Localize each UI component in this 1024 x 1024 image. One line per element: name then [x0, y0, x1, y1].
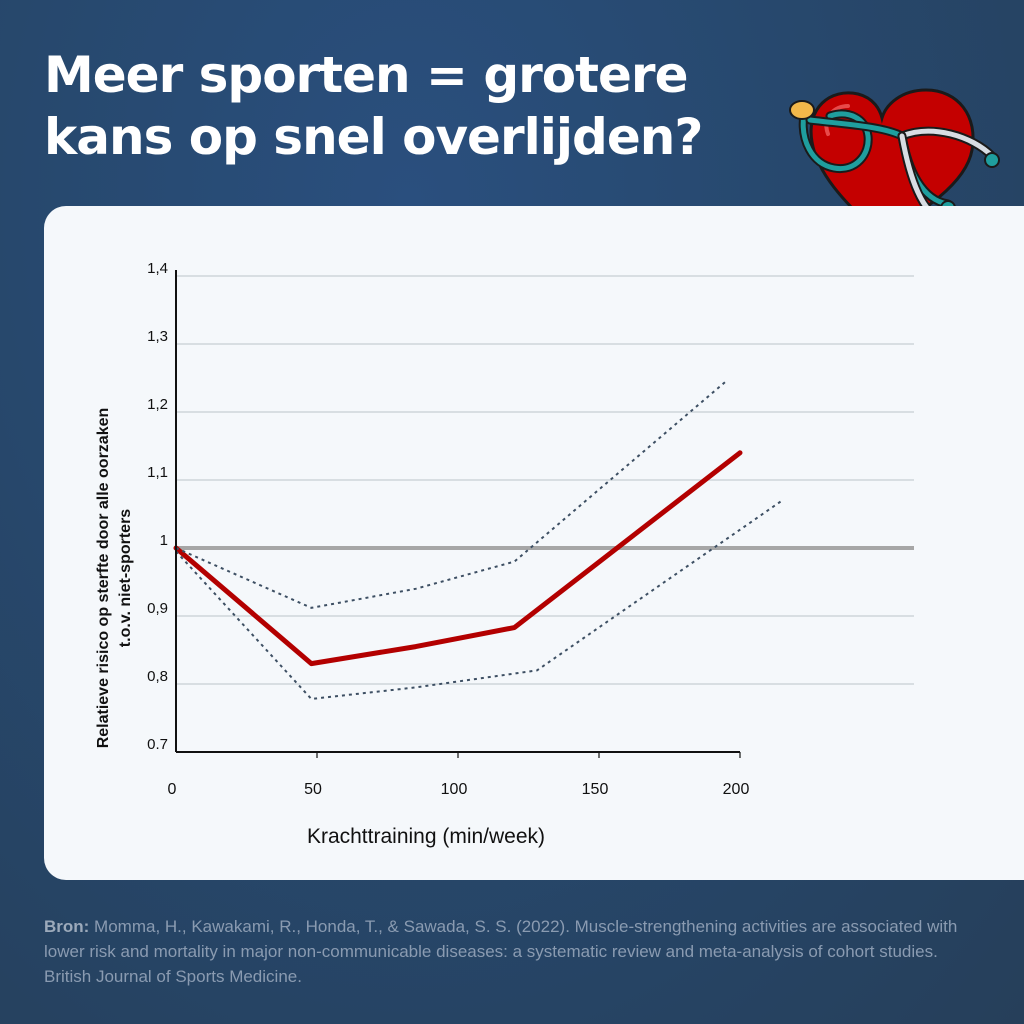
gridlines [176, 275, 914, 685]
x-tick-label: 0 [168, 781, 177, 798]
y-tick-label: 1,3 [147, 328, 168, 345]
x-tick-label: 100 [441, 781, 468, 798]
x-tick-label: 50 [304, 781, 322, 798]
series-line-confidence [175, 380, 727, 609]
line-chart: 0.7 0,8 0,9 1 1,1 1,2 1,3 1,4 0 50 100 150 200 Rela… [95, 260, 914, 848]
y-tick-label: 0,8 [147, 668, 168, 685]
x-tick-label: 150 [582, 781, 609, 798]
source-label: Bron: [44, 917, 90, 936]
chart-card: 0.7 0,8 0,9 1 1,1 1,2 1,3 1,4 0 50 100 150 200 Rela… [44, 206, 1024, 880]
y-tick-label: 1 [160, 532, 168, 549]
y-tick-label: 1,1 [147, 464, 168, 481]
source-text: Momma, H., Kawakami, R., Honda, T., & Sa… [44, 917, 958, 986]
y-tick-label: 0,9 [147, 600, 168, 617]
series-group [173, 380, 783, 701]
page-title: Meer sporten = grotere kans op snel over… [44, 44, 703, 168]
x-tick-label: 200 [723, 781, 750, 798]
series-line-confidence [175, 499, 783, 701]
y-tick-labels: 0.7 0,8 0,9 1 1,1 1,2 1,3 1,4 [147, 260, 168, 753]
series-line-estimate [173, 450, 743, 667]
title-line-1: Meer sporten = grotere [44, 46, 689, 104]
y-axis-label-line-1: Relatieve risico op sterfte door alle oo… [95, 408, 112, 749]
source-citation: Bron: Momma, H., Kawakami, R., Honda, T.… [44, 914, 984, 989]
y-tick-label: 1,2 [147, 396, 168, 413]
title-line-2: kans op snel overlijden? [44, 108, 703, 166]
y-tick-label: 0.7 [147, 736, 168, 753]
x-tick-labels: 0 50 100 150 200 [168, 781, 750, 798]
y-tick-label: 1,4 [147, 260, 168, 277]
axes [175, 270, 741, 758]
x-axis-label: Krachttraining (min/week) [307, 825, 545, 848]
y-axis-label-line-2: t.o.v. niet-sporters [117, 509, 134, 647]
